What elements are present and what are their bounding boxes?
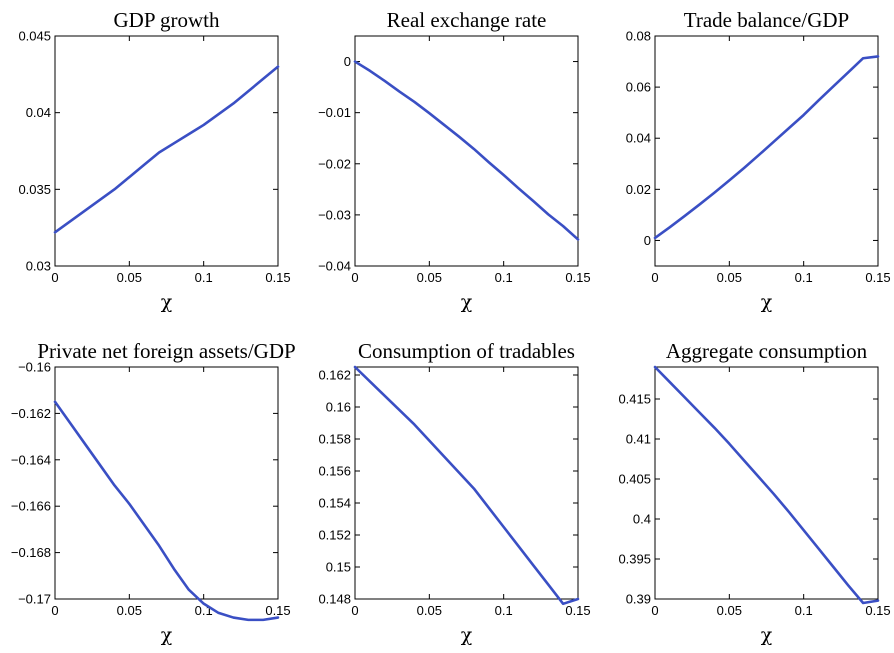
y-tick-label: 0.02	[626, 182, 651, 197]
plot-area	[354, 366, 579, 600]
x-axis-label: χ	[761, 624, 773, 646]
y-tick-label: 0.06	[626, 80, 651, 95]
series-line	[53, 400, 280, 622]
plot-area	[54, 366, 279, 600]
y-tick-label: 0.154	[318, 496, 351, 511]
y-tick-label: −0.03	[318, 207, 351, 222]
x-tick-label: 0.1	[795, 270, 813, 285]
y-tick-label: 0.08	[626, 29, 651, 44]
x-tick-label: 0	[351, 603, 358, 618]
x-axis-label: χ	[761, 291, 773, 313]
chart-panel: Consumption of tradables 0 0.05 0.1 0.15 0.14…	[318, 339, 590, 646]
y-tick-label: 0.04	[26, 105, 51, 120]
y-tick-label: 0.035	[18, 182, 51, 197]
series-line	[53, 65, 280, 234]
y-tick-label: 0.405	[618, 472, 651, 487]
x-tick-label: 0	[651, 603, 658, 618]
y-tick-label: 0.39	[626, 592, 651, 607]
x-tick-label: 0.05	[417, 270, 442, 285]
chart-panel: Trade balance/GDP 0 0.05 0.1 0.15 0 0.02 0.04 0.…	[626, 8, 891, 313]
y-tick-label: 0.045	[18, 29, 51, 44]
x-tick-label: 0.1	[195, 603, 213, 618]
chart-title: Aggregate consumption	[666, 339, 868, 363]
chart-panel: Private net foreign assets/GDP 0 0.05 0.1 0.…	[11, 339, 296, 646]
y-tick-label: 0.158	[318, 432, 351, 447]
y-tick-label: 0.4	[633, 512, 651, 527]
y-tick-label: 0.152	[318, 528, 351, 543]
y-tick-label: −0.02	[318, 156, 351, 171]
y-tick-label: 0.415	[618, 392, 651, 407]
x-tick-label: 0.1	[495, 603, 513, 618]
x-axis-label: χ	[161, 291, 173, 313]
y-tick-label: 0.156	[318, 464, 351, 479]
x-tick-label: 0.15	[265, 270, 290, 285]
x-tick-label: 0.1	[495, 270, 513, 285]
y-tick-label: 0.15	[326, 560, 351, 575]
y-tick-label: 0.395	[618, 552, 651, 567]
chart-title: Consumption of tradables	[358, 339, 575, 363]
y-tick-label: −0.04	[318, 259, 351, 274]
y-tick-label: −0.16	[18, 360, 51, 375]
plot-area	[54, 35, 279, 267]
plot-area	[354, 35, 579, 267]
y-tick-label: 0.148	[318, 592, 351, 607]
series-line	[653, 55, 880, 240]
x-tick-label: 0.1	[795, 603, 813, 618]
y-tick-label: 0	[644, 233, 651, 248]
y-tick-label: −0.166	[11, 499, 51, 514]
x-tick-label: 0.05	[417, 603, 442, 618]
chart-title: Private net foreign assets/GDP	[37, 339, 295, 363]
series-line	[353, 60, 580, 241]
chart-title: Real exchange rate	[387, 8, 547, 32]
chart-panel: GDP growth 0 0.05 0.1 0.15 0.03 0.035 0.04 0.045…	[18, 8, 290, 313]
x-tick-label: 0.15	[565, 270, 590, 285]
y-tick-label: 0	[344, 54, 351, 69]
y-tick-label: −0.01	[318, 105, 351, 120]
x-axis-label: χ	[461, 291, 473, 313]
x-tick-label: 0.15	[865, 603, 890, 618]
x-axis-label: χ	[161, 624, 173, 646]
chart-title: Trade balance/GDP	[684, 8, 849, 32]
x-tick-label: 0.15	[265, 603, 290, 618]
y-tick-label: 0.03	[26, 259, 51, 274]
y-tick-label: −0.168	[11, 545, 51, 560]
y-tick-label: −0.162	[11, 406, 51, 421]
y-tick-label: 0.04	[626, 131, 651, 146]
y-tick-label: 0.16	[326, 400, 351, 415]
x-tick-label: 0.05	[117, 270, 142, 285]
y-tick-label: −0.17	[18, 592, 51, 607]
x-tick-label: 0	[51, 270, 58, 285]
x-tick-label: 0	[51, 603, 58, 618]
x-tick-label: 0.15	[565, 603, 590, 618]
plot-area	[654, 35, 879, 267]
x-tick-label: 0.05	[717, 603, 742, 618]
chart-panel: Aggregate consumption 0 0.05 0.1 0.15 0.39 0.3…	[618, 339, 890, 646]
x-tick-label: 0.05	[117, 603, 142, 618]
series-line	[653, 365, 880, 605]
y-tick-label: −0.164	[11, 452, 51, 467]
x-tick-label: 0.1	[195, 270, 213, 285]
chart-title: GDP growth	[114, 8, 220, 32]
x-tick-label: 0	[351, 270, 358, 285]
x-axis-label: χ	[461, 624, 473, 646]
x-tick-label: 0.05	[717, 270, 742, 285]
x-tick-label: 0.15	[865, 270, 890, 285]
x-tick-label: 0	[651, 270, 658, 285]
y-tick-label: 0.41	[626, 432, 651, 447]
series-line	[353, 365, 580, 606]
y-tick-label: 0.162	[318, 368, 351, 383]
chart-panel: Real exchange rate 0 0.05 0.1 0.15 −0.04 −0.03…	[318, 8, 591, 313]
